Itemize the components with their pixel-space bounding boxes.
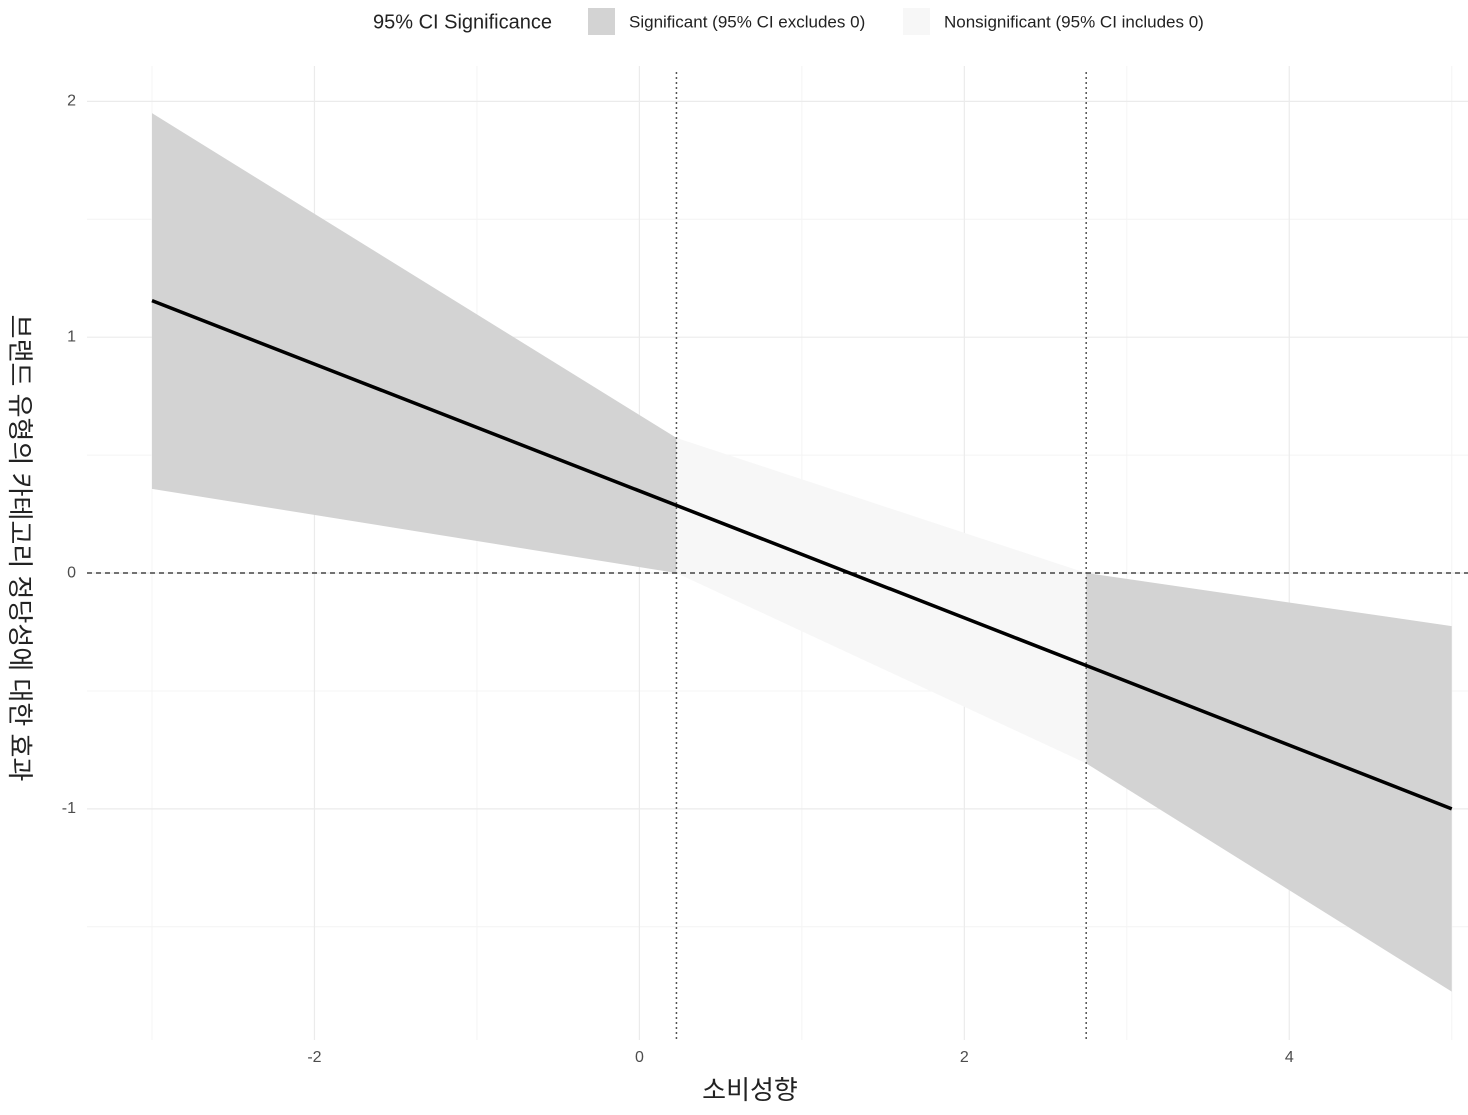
y-tick-label: 1 — [67, 328, 76, 345]
legend-key — [588, 8, 615, 35]
legend-label: Nonsignificant (95% CI includes 0) — [944, 12, 1204, 31]
legend-key — [903, 8, 930, 35]
x-tick-label: 0 — [635, 1049, 644, 1066]
legend-label: Significant (95% CI excludes 0) — [629, 12, 865, 31]
x-tick-label: -2 — [307, 1049, 321, 1066]
legend-title: 95% CI Significance — [373, 11, 552, 33]
x-tick-label: 4 — [1285, 1049, 1294, 1066]
ci-band — [151, 113, 677, 574]
y-tick-label: 0 — [67, 564, 76, 581]
ci-band — [676, 437, 1087, 764]
y-tick-label: -1 — [62, 800, 76, 817]
x-tick-label: 2 — [960, 1049, 969, 1066]
y-tick-label: 2 — [67, 93, 76, 110]
y-axis-label: 브랜드 유형의 카테고리 정당성에 대한 효과 — [5, 315, 35, 782]
ci-band — [1086, 573, 1452, 992]
x-axis-label: 소비성향 — [702, 1075, 798, 1105]
estimate-line — [151, 299, 1453, 811]
